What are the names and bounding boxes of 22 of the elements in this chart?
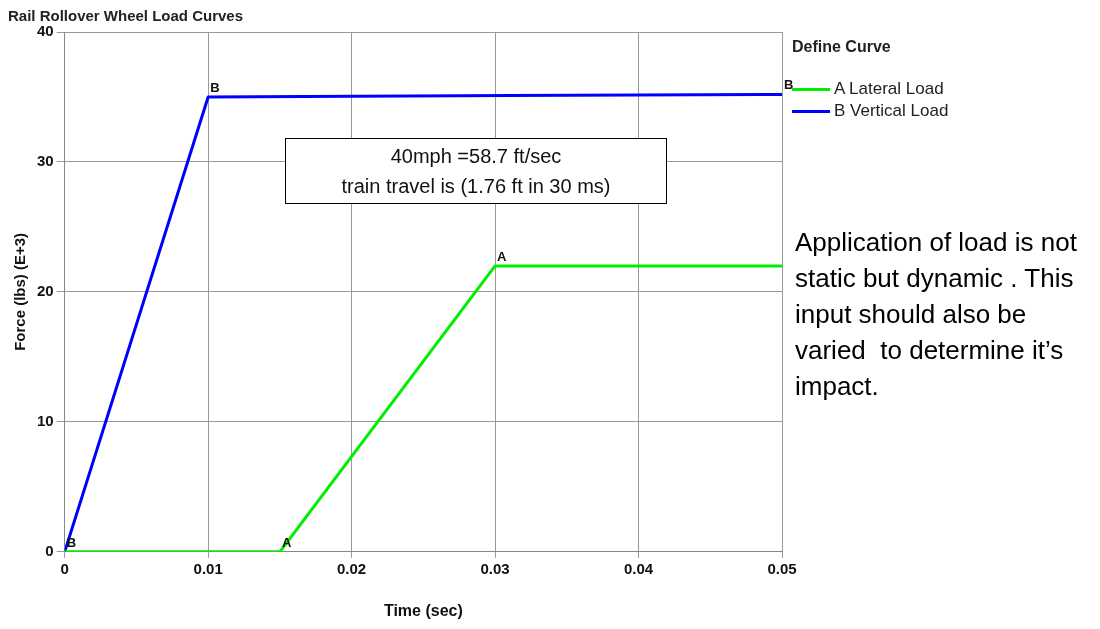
x-tick-label: 0: [60, 559, 69, 577]
y-axis-title: Force (lbs) (E+3): [11, 232, 29, 351]
x-axis-title: Time (sec): [383, 601, 463, 619]
y-tick-label: 20: [37, 282, 54, 300]
chart-title: Rail Rollover Wheel Load Curves: [8, 7, 244, 25]
text: Application of load is not static but dynamic . This input should also be varied to determine it’s impact.: [795, 226, 1078, 403]
y-tick-label: 30: [37, 152, 54, 170]
legend-title: Define Curve: [792, 38, 892, 56]
y-tick-label: 0: [45, 541, 54, 559]
x-tick-label: 0.05: [767, 559, 797, 577]
annotation: B: [210, 80, 220, 96]
legend-label: A Lateral Load: [834, 79, 944, 99]
y-tick-label: 40: [37, 22, 54, 40]
annotation: A: [497, 248, 508, 264]
y-tick-label: 10: [37, 411, 54, 429]
x-tick-label: 0.03: [480, 559, 510, 577]
x-tick-label: 0.04: [623, 559, 654, 577]
annotation: B: [784, 77, 794, 93]
x-tick-label: 0.02: [337, 559, 367, 577]
legend-label: B Vertical Load: [834, 101, 949, 121]
text-box: 40mph =58.7 ft/sec train travel is (1.76 ft in 30 ms): [285, 138, 667, 204]
x-tick-label: 0.01: [193, 559, 223, 577]
